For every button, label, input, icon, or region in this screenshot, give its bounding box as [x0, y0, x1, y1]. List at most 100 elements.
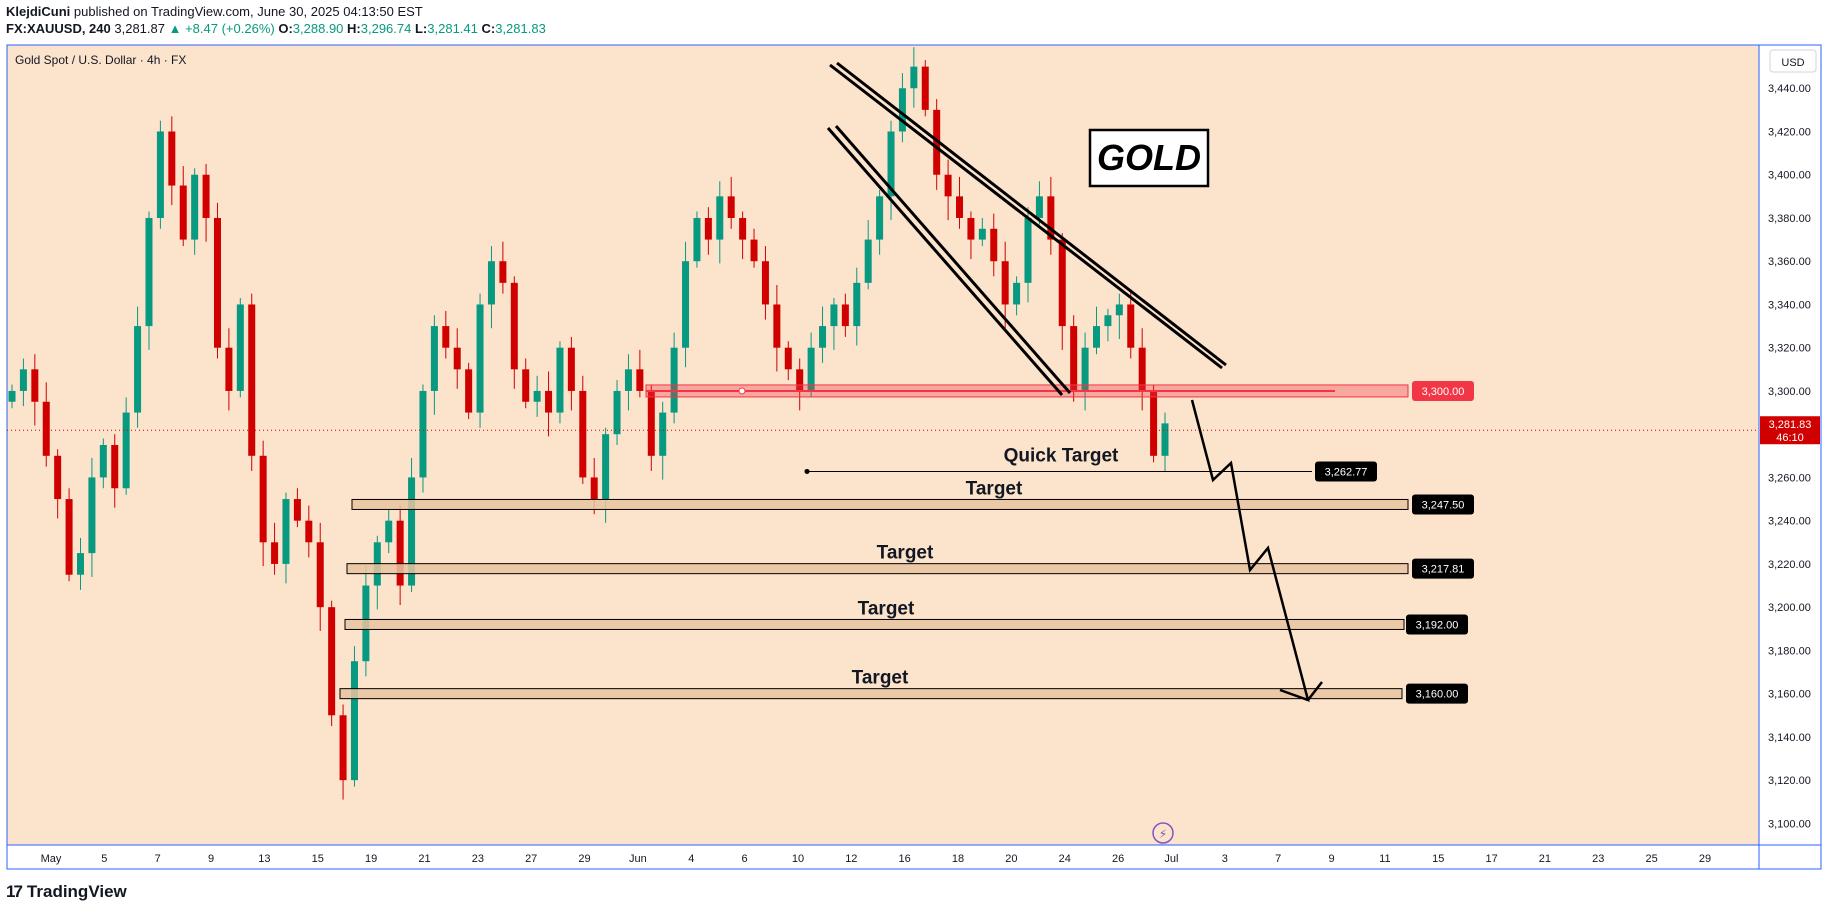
time-tick-label: 24 [1059, 853, 1071, 865]
currency-label: USD [1781, 57, 1804, 69]
candle-body [887, 131, 895, 197]
price-tick-label: 3,160.00 [1768, 689, 1811, 701]
time-axis: May 5 7 9 13 15 19 21 23 27 29 Jun 4 6 10 12 16 18 20 24 26 J… [41, 853, 1712, 865]
close-value: 3,281.83 [495, 21, 546, 36]
candle-body [1047, 196, 1055, 240]
candle-body [293, 499, 301, 521]
candle-body [602, 434, 610, 500]
candle-body [88, 477, 96, 554]
candle-body [385, 520, 393, 543]
channel-upper-line-a[interactable] [829, 63, 1223, 370]
candle-body [202, 174, 210, 218]
time-tick-label: 26 [1112, 853, 1124, 865]
candle-body [876, 196, 884, 240]
lightning-icon[interactable] [1152, 822, 1174, 844]
candle-body [1127, 304, 1135, 348]
channel-upper-line-b[interactable] [836, 61, 1227, 367]
candle-body [739, 217, 747, 240]
chart-title: Gold Spot / U.S. Dollar · 4h · FX [15, 53, 186, 67]
resistance-handle[interactable] [738, 387, 746, 395]
time-tick-label: 3 [1222, 853, 1228, 865]
channel-lower-line-a[interactable] [826, 127, 1064, 396]
candle-body [339, 715, 347, 781]
price-axis-background [1759, 45, 1821, 845]
candle-body [944, 174, 952, 197]
quick-target-handle[interactable] [804, 468, 810, 474]
candle-body [807, 347, 815, 391]
candle-body [259, 455, 267, 543]
candle-body [76, 553, 84, 575]
publish-info: published on TradingView.com, June 30, 2… [73, 4, 423, 19]
time-tick-label: May [41, 853, 62, 865]
author-name[interactable]: KlejdiCuni [6, 4, 71, 19]
candle-body [978, 228, 986, 240]
price-tick-label: 3,440.00 [1768, 83, 1811, 95]
channel-lower-line-b[interactable] [834, 125, 1072, 394]
candle-body [533, 390, 541, 402]
price-tick-label: 3,300.00 [1768, 386, 1811, 398]
candle-body [430, 326, 438, 391]
time-tick-label: 20 [1005, 853, 1017, 865]
candle-body [567, 347, 575, 391]
close-label: C: [481, 21, 496, 36]
target-1-price-label: 3,247.50 [1422, 499, 1465, 511]
time-tick-label: 6 [742, 853, 748, 865]
projection-path[interactable] [1190, 399, 1323, 702]
candle-body [956, 196, 964, 218]
quick-target-price-label: 3,262.77 [1325, 466, 1368, 478]
footer-brand: TradingView [26, 882, 127, 901]
candle-body [773, 304, 781, 348]
candle-body [647, 390, 655, 456]
time-tick-label: 16 [899, 853, 911, 865]
price-tick-label: 3,400.00 [1768, 170, 1811, 182]
lightning-glyph: ⚡ [1159, 827, 1167, 841]
candle-body [487, 261, 495, 305]
time-tick-label: 12 [845, 853, 857, 865]
time-tick-label: 21 [1539, 853, 1551, 865]
candle-body [510, 282, 518, 370]
time-tick-label: 10 [792, 853, 804, 865]
target-4-zone[interactable] [339, 688, 1403, 700]
target-2-price-label: 3,217.81 [1422, 564, 1465, 576]
low-value: 3,281.41 [427, 21, 478, 36]
candle-body [145, 217, 153, 327]
price-tick-label: 3,240.00 [1768, 516, 1811, 528]
target-3-price-label: 3,192.00 [1416, 619, 1459, 631]
candle-body [921, 66, 929, 110]
target-1-text: Target [966, 478, 1023, 499]
quote-bar: FX:XAUUSD, 240 3,281.87 ▲ +8.47 (+0.26%)… [6, 21, 546, 37]
price-chart[interactable]: Gold Spot / U.S. Dollar · 4h · FX USD 3,… [0, 0, 1829, 880]
candle-body [1161, 423, 1169, 456]
time-tick-label: 18 [952, 853, 964, 865]
candles-group [8, 47, 1169, 800]
countdown-value: 46:10 [1776, 432, 1804, 444]
gold-label-box[interactable] [1088, 128, 1210, 188]
currency-button[interactable] [1769, 49, 1817, 73]
candle-body [830, 304, 838, 327]
target-4-price-badge [1406, 683, 1468, 704]
candle-body [750, 239, 758, 262]
tradingview-logo[interactable]: 17 TradingView [6, 882, 127, 902]
price-tick-label: 3,260.00 [1768, 472, 1811, 484]
candle-body [1058, 239, 1066, 327]
target-3-zone[interactable] [344, 618, 1405, 630]
candle-body [179, 185, 187, 240]
time-tick-label: 9 [1328, 853, 1334, 865]
publisher-line: KlejdiCuni published on TradingView.com,… [6, 4, 423, 20]
candle-body [248, 304, 256, 456]
price-tick-label: 3,140.00 [1768, 732, 1811, 744]
target-3-text: Target [858, 598, 915, 619]
target-2-zone[interactable] [346, 563, 1409, 575]
candle-body [670, 347, 678, 413]
candle-body [168, 131, 176, 186]
candle-body [122, 412, 130, 489]
price-tick-label: 3,100.00 [1768, 818, 1811, 830]
target-1-zone[interactable] [351, 498, 1409, 510]
candle-body [545, 390, 553, 413]
candle-body [499, 261, 507, 283]
current-price-badge [1760, 416, 1820, 445]
target-4-price-label: 3,160.00 [1416, 689, 1459, 701]
time-tick-label: 25 [1646, 853, 1658, 865]
candle-body [134, 326, 142, 413]
candle-body [465, 369, 473, 413]
